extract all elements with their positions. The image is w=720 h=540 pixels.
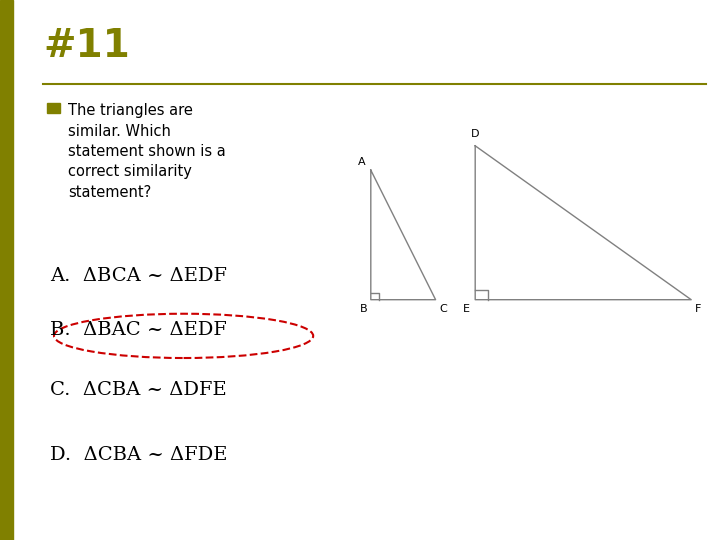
Text: The triangles are
similar. Which
statement shown is a
correct similarity
stateme: The triangles are similar. Which stateme… [68, 103, 226, 200]
Text: A: A [357, 157, 365, 167]
Bar [47, 103, 60, 113]
Text: A.  ΔBCA ~ ΔEDF: A. ΔBCA ~ ΔEDF [50, 267, 228, 285]
Text: C: C [439, 304, 447, 314]
Text: #11: #11 [43, 27, 130, 65]
Text: B: B [359, 304, 367, 314]
Text: E: E [462, 304, 469, 314]
Text: C.  ΔCBA ~ ΔDFE: C. ΔCBA ~ ΔDFE [50, 381, 227, 399]
Text: B.  ΔBAC ~ ΔEDF: B. ΔBAC ~ ΔEDF [50, 321, 228, 339]
Text: D: D [471, 129, 480, 139]
Text: D.  ΔCBA ~ ΔFDE: D. ΔCBA ~ ΔFDE [50, 446, 228, 463]
Text: F: F [695, 304, 701, 314]
Bar [0, 0, 13, 540]
